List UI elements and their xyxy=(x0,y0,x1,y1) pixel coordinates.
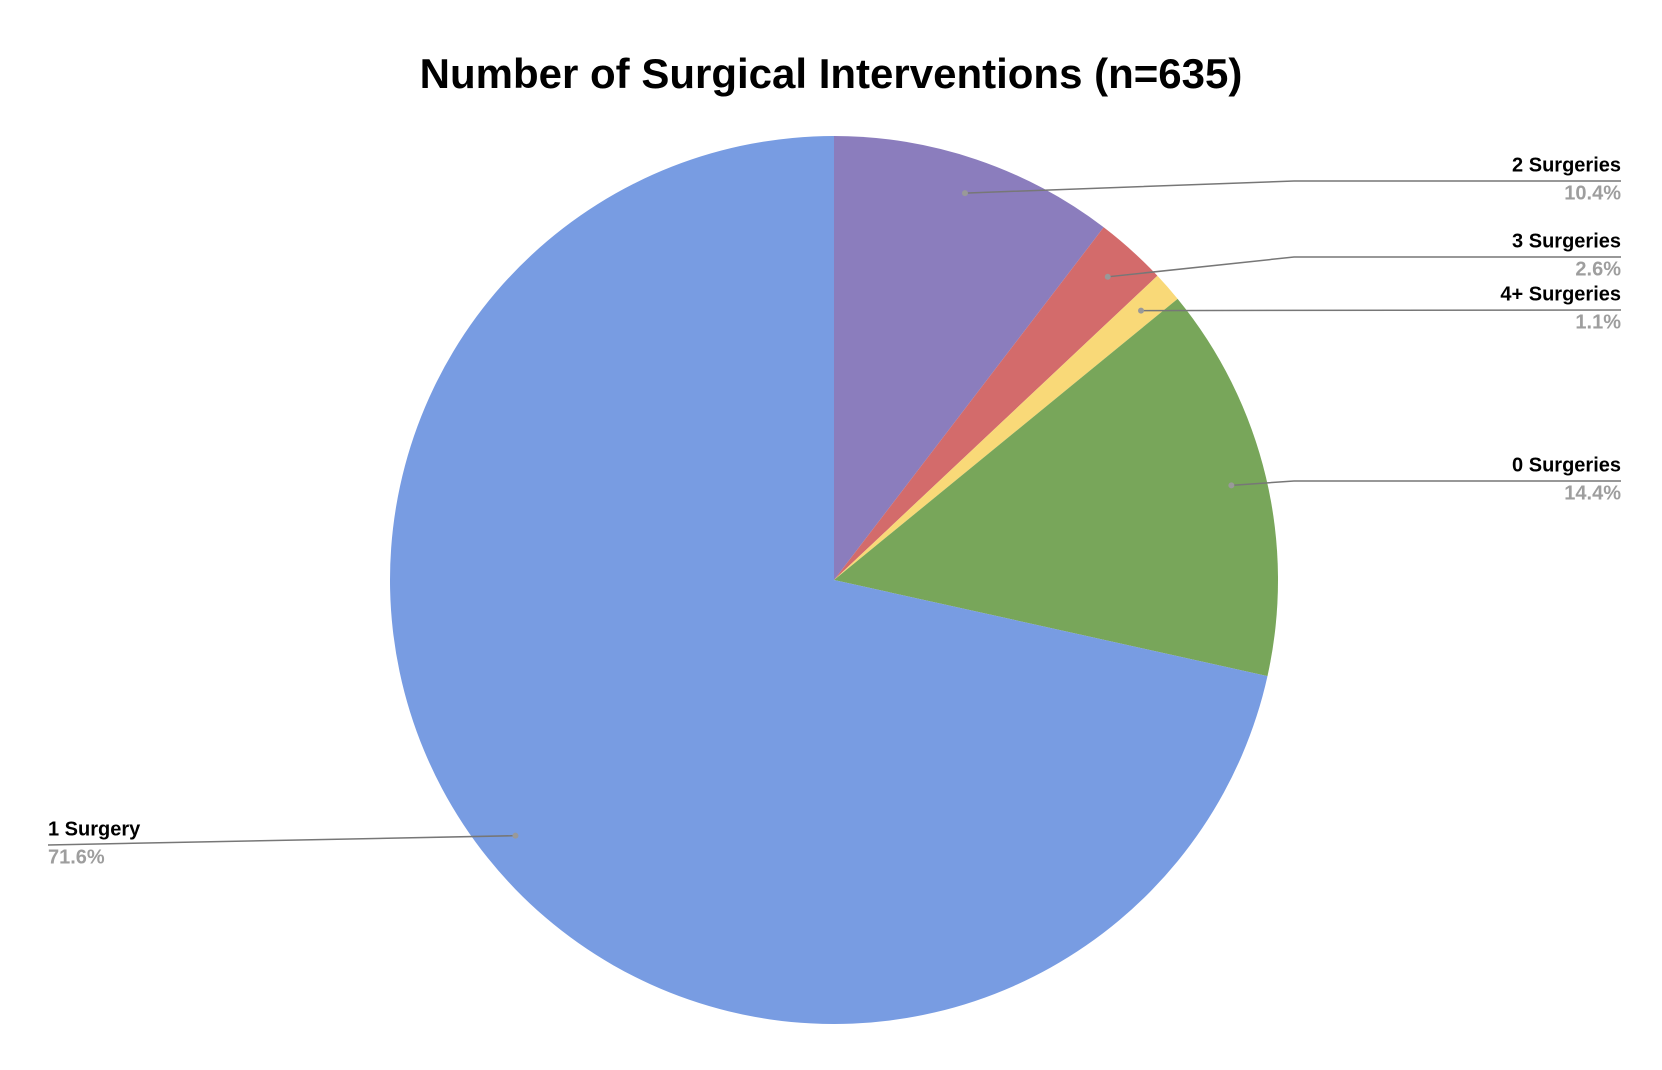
pie-slice xyxy=(834,136,1104,580)
slice-value-label: 1.1% xyxy=(1575,311,1621,333)
leader-line xyxy=(47,834,516,846)
leader-line xyxy=(964,180,1621,194)
pie-slice xyxy=(834,227,1158,581)
pie-slice xyxy=(834,275,1178,580)
slice-value-label: 14.4% xyxy=(1564,482,1621,504)
slice-label: 1 Surgery xyxy=(48,818,141,840)
slice-value-label: 71.6% xyxy=(48,846,105,868)
pie-slice xyxy=(389,136,1268,1025)
pie-slice xyxy=(834,298,1278,677)
leader-dot xyxy=(1104,273,1111,280)
chart-title: Number of Surgical Interventions (n=635) xyxy=(420,50,1243,97)
slice-label: 0 Surgeries xyxy=(1512,454,1621,476)
slice-label: 2 Surgeries xyxy=(1512,154,1621,176)
slice-label: 4+ Surgeries xyxy=(1500,283,1621,305)
slice-label: 3 Surgeries xyxy=(1512,230,1621,252)
leader-dot xyxy=(1228,482,1235,489)
leader-line xyxy=(1107,256,1621,278)
slice-value-label: 10.4% xyxy=(1564,182,1621,204)
leader-line xyxy=(1231,480,1621,487)
leader-line xyxy=(1141,309,1622,312)
leader-dot xyxy=(512,832,519,839)
leader-dot xyxy=(961,190,968,197)
slice-value-label: 2.6% xyxy=(1575,258,1621,280)
leader-dot xyxy=(1138,307,1145,314)
